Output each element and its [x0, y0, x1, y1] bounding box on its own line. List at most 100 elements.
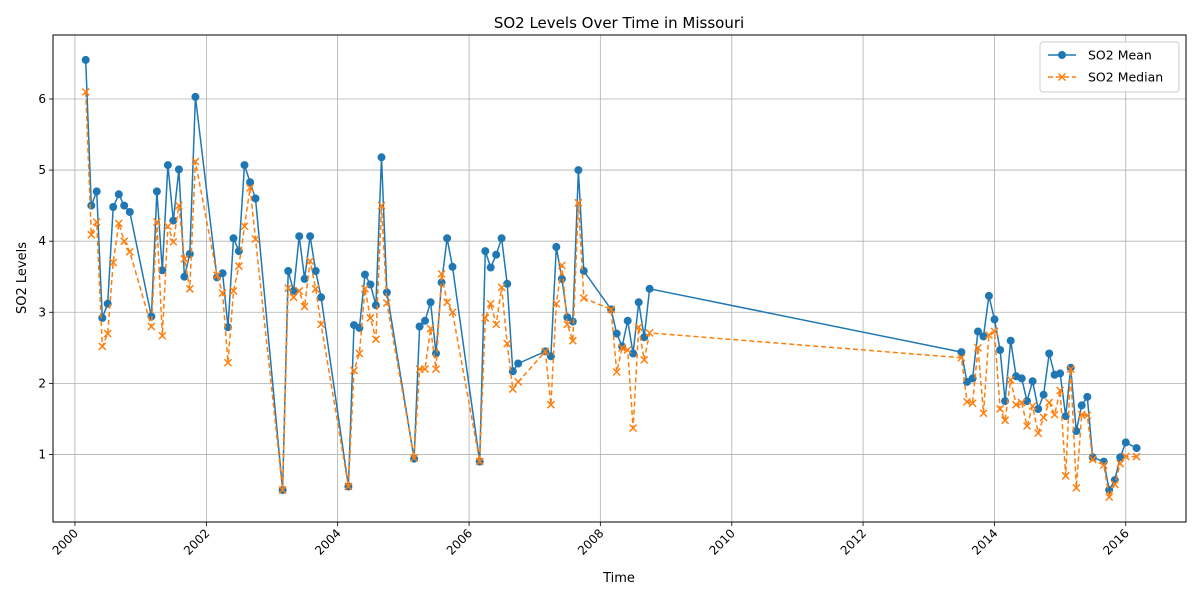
data-point [158, 266, 167, 275]
data-point [87, 230, 96, 239]
data-point [579, 267, 588, 275]
data-point [481, 247, 490, 256]
data-point [180, 254, 189, 263]
data-point [973, 343, 982, 352]
data-point [574, 166, 583, 175]
data-point [317, 293, 326, 302]
data-point [1061, 471, 1070, 480]
data-point [1088, 453, 1097, 462]
data-point [1088, 455, 1097, 464]
y-tick-label: 6 [38, 92, 46, 106]
data-point [503, 279, 512, 288]
data-point [1039, 390, 1048, 399]
data-point [234, 262, 243, 271]
data-point [1023, 421, 1032, 431]
data-point [1066, 363, 1075, 372]
data-point [497, 234, 506, 243]
data-point [103, 329, 112, 338]
chart-title: SO2 Levels Over Time in Missouri [494, 14, 744, 32]
data-point [1132, 452, 1141, 461]
data-point [421, 316, 429, 325]
data-point [1072, 427, 1081, 435]
data-point [163, 222, 172, 231]
data-point [180, 272, 189, 281]
data-point [1028, 377, 1037, 386]
data-point [568, 336, 577, 345]
data-point [1017, 374, 1026, 383]
series-median [81, 87, 1141, 502]
data-point [1110, 476, 1119, 485]
plot-frame [52, 34, 1187, 523]
data-point [640, 333, 649, 342]
legend-mean-marker [1058, 51, 1066, 59]
data-point [306, 257, 315, 266]
data-point [1121, 452, 1130, 461]
data-point [579, 294, 588, 303]
y-tick-label: 3 [38, 305, 46, 319]
data-point [163, 161, 172, 170]
data-point [623, 345, 632, 354]
data-point [169, 237, 178, 246]
data-point [640, 355, 649, 364]
data-point [421, 365, 430, 374]
data-point [1039, 413, 1048, 422]
data-point [645, 284, 654, 293]
data-point [1105, 493, 1114, 502]
data-point [1072, 483, 1081, 492]
data-point [486, 263, 495, 272]
data-point [191, 157, 200, 166]
data-point [634, 323, 643, 332]
data-point [957, 353, 966, 362]
data-point [623, 316, 632, 325]
data-point [317, 320, 326, 329]
data-point [377, 153, 386, 162]
data-point [563, 313, 572, 322]
data-point [1116, 459, 1125, 468]
data-point [246, 178, 255, 187]
data-point [1017, 398, 1026, 407]
data-point [475, 457, 484, 466]
data-point [229, 286, 238, 295]
data-point [366, 313, 375, 322]
series-mean [81, 55, 1141, 494]
data-point [289, 286, 298, 295]
data-point [169, 216, 178, 225]
data-point [546, 400, 555, 409]
data-point [371, 301, 380, 310]
data-point [1028, 402, 1037, 411]
data-point [492, 320, 501, 329]
data-point [371, 335, 380, 344]
data-point [300, 302, 309, 311]
data-point [497, 283, 506, 292]
data-point [361, 270, 369, 279]
data-point [229, 234, 238, 243]
data-point [514, 359, 523, 368]
legend-median-label: SO2 Median [1088, 70, 1163, 85]
data-point [974, 327, 982, 336]
data-point [240, 161, 249, 170]
data-point [979, 332, 988, 341]
data-point [1045, 349, 1054, 358]
data-point [996, 404, 1005, 413]
data-point [1056, 369, 1065, 378]
data-point [990, 327, 999, 336]
data-point [541, 347, 550, 356]
data-point [426, 298, 435, 307]
data-point [185, 284, 194, 293]
data-point [1006, 336, 1015, 345]
data-point [410, 453, 419, 463]
data-point [355, 349, 364, 358]
data-point [284, 284, 293, 293]
data-point [251, 194, 260, 203]
data-point [557, 261, 566, 270]
data-point [1050, 410, 1059, 419]
data-point [514, 377, 523, 386]
data-point [634, 298, 643, 307]
data-point [996, 346, 1005, 354]
data-point [492, 250, 501, 259]
data-point [968, 399, 977, 408]
data-point [81, 87, 90, 96]
data-point [1077, 401, 1086, 410]
data-point [223, 358, 232, 367]
data-point [191, 92, 200, 101]
